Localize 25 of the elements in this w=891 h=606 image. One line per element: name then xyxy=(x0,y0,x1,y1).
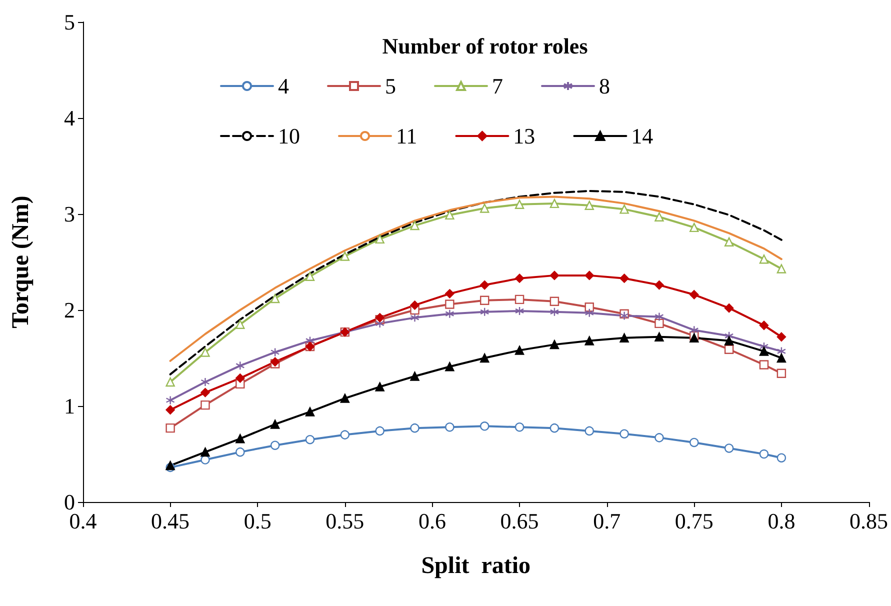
y-tick-label: 1 xyxy=(64,394,75,418)
legend-label: 13 xyxy=(513,124,536,148)
legend-label: 8 xyxy=(599,74,610,98)
legend-label: 5 xyxy=(385,74,396,98)
x-tick-label: 0.8 xyxy=(768,508,796,534)
y-axis-title: Torque (Nm) xyxy=(8,196,34,328)
x-tick-label: 0.45 xyxy=(151,508,190,534)
legend-label: 11 xyxy=(396,124,418,148)
legend-label: 14 xyxy=(631,124,654,148)
x-tick-label: 0.6 xyxy=(418,508,446,534)
x-tick-label: 0.75 xyxy=(674,508,714,534)
legend-label: 7 xyxy=(492,74,503,98)
x-tick-label: 0.55 xyxy=(326,508,364,534)
x-tick-label: 0.65 xyxy=(500,508,539,534)
x-axis-title: Split ratio xyxy=(421,553,531,579)
x-tick-label: 0.7 xyxy=(593,508,621,534)
y-tick-label: 4 xyxy=(64,106,75,130)
legend-label: 10 xyxy=(278,124,300,148)
legend-title: Number of rotor roles xyxy=(382,34,588,58)
x-tick-label: 0.5 xyxy=(244,508,272,534)
x-tick-label: 0.85 xyxy=(850,508,888,534)
legend-label: 4 xyxy=(278,74,289,98)
y-tick-label: 2 xyxy=(64,298,75,322)
y-tick-label: 5 xyxy=(64,10,75,34)
y-tick-label: 3 xyxy=(64,202,75,226)
